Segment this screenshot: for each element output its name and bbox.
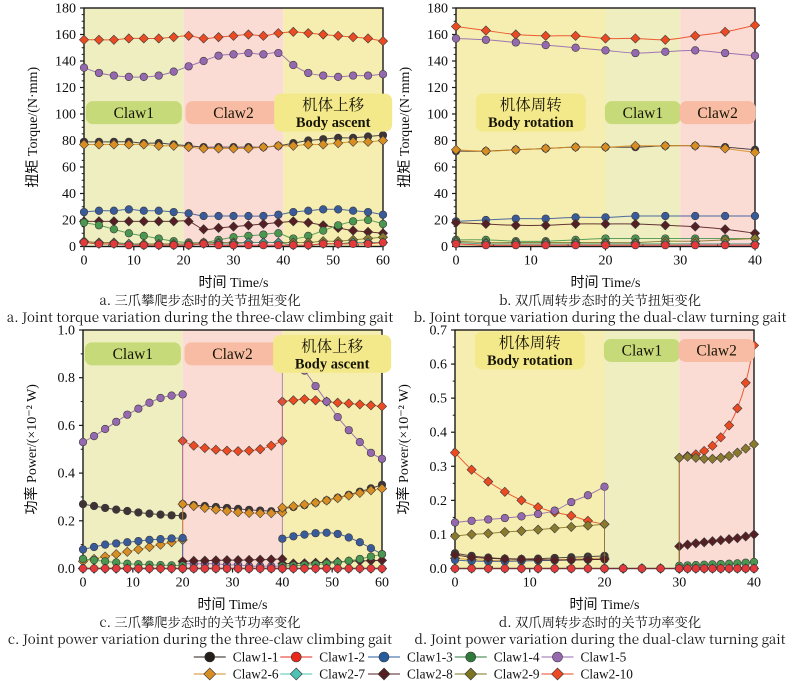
svg-text:Claw1: Claw1 <box>622 343 662 360</box>
svg-text:0.0: 0.0 <box>430 562 448 577</box>
svg-text:时间 Time/s: 时间 Time/s <box>199 275 269 291</box>
svg-text:Claw1-5: Claw1-5 <box>581 650 627 665</box>
svg-text:10: 10 <box>127 254 141 269</box>
svg-text:机体周转: 机体周转 <box>499 331 561 353</box>
svg-text:40: 40 <box>276 254 290 269</box>
svg-text:140: 140 <box>55 55 76 70</box>
svg-text:0: 0 <box>453 254 460 269</box>
svg-text:20: 20 <box>434 214 448 229</box>
svg-text:Claw2-6: Claw2-6 <box>233 667 279 681</box>
svg-text:0: 0 <box>441 240 448 255</box>
svg-text:30: 30 <box>672 576 686 591</box>
svg-text:0.3: 0.3 <box>430 460 448 475</box>
svg-text:0.2: 0.2 <box>430 494 448 509</box>
svg-text:Body rotation: Body rotation <box>488 115 574 131</box>
svg-text:20: 20 <box>177 254 191 269</box>
svg-text:50: 50 <box>326 254 340 269</box>
svg-text:Claw1-2: Claw1-2 <box>319 650 365 665</box>
svg-text:0.6: 0.6 <box>58 419 76 434</box>
svg-text:0.8: 0.8 <box>58 371 76 386</box>
svg-text:Body ascent: Body ascent <box>296 115 371 131</box>
svg-text:0.4: 0.4 <box>430 426 448 441</box>
svg-text:180: 180 <box>55 2 76 17</box>
svg-text:Claw2-7: Claw2-7 <box>319 667 365 681</box>
svg-text:50: 50 <box>325 576 339 591</box>
svg-text:0.4: 0.4 <box>58 467 76 482</box>
svg-text:160: 160 <box>427 28 448 43</box>
svg-text:时间 Time/s: 时间 Time/s <box>571 275 641 291</box>
svg-text:0: 0 <box>452 576 459 591</box>
svg-text:Claw1: Claw1 <box>114 105 154 122</box>
svg-text:20: 20 <box>62 214 76 229</box>
svg-text:机体上移: 机体上移 <box>301 334 364 356</box>
svg-text:60: 60 <box>375 576 389 591</box>
svg-text:160: 160 <box>55 28 76 43</box>
svg-text:20: 20 <box>599 254 613 269</box>
svg-text:Claw2: Claw2 <box>213 105 253 122</box>
svg-text:时间 Time/s: 时间 Time/s <box>570 597 640 613</box>
svg-text:0.2: 0.2 <box>58 514 76 529</box>
svg-text:10: 10 <box>523 576 537 591</box>
svg-text:140: 140 <box>427 55 448 70</box>
svg-text:0.6: 0.6 <box>430 358 448 373</box>
svg-text:30: 30 <box>673 254 687 269</box>
svg-text:扭矩 Torque/(N·mm): 扭矩 Torque/(N·mm) <box>25 67 41 188</box>
svg-text:30: 30 <box>227 254 241 269</box>
svg-text:机体上移: 机体上移 <box>302 93 365 115</box>
svg-text:100: 100 <box>427 108 448 123</box>
svg-text:60: 60 <box>376 254 390 269</box>
svg-text:0.5: 0.5 <box>430 392 448 407</box>
svg-text:80: 80 <box>62 134 76 149</box>
svg-text:Claw1: Claw1 <box>623 105 663 122</box>
svg-text:0: 0 <box>69 240 76 255</box>
svg-text:10: 10 <box>126 576 140 591</box>
svg-text:功率 Power/(×10⁻² W): 功率 Power/(×10⁻² W) <box>395 384 412 515</box>
svg-text:80: 80 <box>434 134 448 149</box>
svg-text:0.1: 0.1 <box>430 528 448 543</box>
svg-text:100: 100 <box>55 108 76 123</box>
svg-text:180: 180 <box>427 2 448 17</box>
svg-text:Claw2-8: Claw2-8 <box>407 667 453 681</box>
svg-text:40: 40 <box>747 576 761 591</box>
svg-text:Claw1-3: Claw1-3 <box>407 650 453 665</box>
svg-text:Claw2: Claw2 <box>697 105 737 122</box>
svg-text:120: 120 <box>55 81 76 96</box>
svg-text:机体周转: 机体周转 <box>500 93 562 115</box>
svg-text:60: 60 <box>62 161 76 176</box>
svg-text:40: 40 <box>434 187 448 202</box>
svg-text:Body rotation: Body rotation <box>487 353 573 369</box>
svg-text:Claw2-9: Claw2-9 <box>494 667 540 681</box>
svg-text:60: 60 <box>434 161 448 176</box>
svg-text:0: 0 <box>80 576 87 591</box>
svg-text:0: 0 <box>81 254 88 269</box>
svg-text:Claw1-4: Claw1-4 <box>494 650 540 665</box>
svg-text:Claw1: Claw1 <box>113 346 153 363</box>
svg-text:扭矩 Torque/(N·mm): 扭矩 Torque/(N·mm) <box>397 67 413 188</box>
svg-text:时间 Time/s: 时间 Time/s <box>198 597 268 613</box>
svg-text:Claw2: Claw2 <box>212 346 252 363</box>
svg-text:30: 30 <box>226 576 240 591</box>
svg-text:10: 10 <box>524 254 538 269</box>
svg-text:40: 40 <box>62 187 76 202</box>
svg-text:40: 40 <box>275 576 289 591</box>
svg-text:Claw2: Claw2 <box>696 343 736 360</box>
svg-text:Body ascent: Body ascent <box>295 356 370 372</box>
svg-text:0.0: 0.0 <box>58 562 76 577</box>
svg-text:120: 120 <box>427 81 448 96</box>
svg-text:20: 20 <box>598 576 612 591</box>
svg-text:40: 40 <box>748 254 762 269</box>
svg-text:Claw2-10: Claw2-10 <box>581 667 634 681</box>
svg-text:功率 Power/(×10⁻² W): 功率 Power/(×10⁻² W) <box>23 384 40 515</box>
svg-text:20: 20 <box>176 576 190 591</box>
svg-text:Claw1-1: Claw1-1 <box>233 650 279 665</box>
